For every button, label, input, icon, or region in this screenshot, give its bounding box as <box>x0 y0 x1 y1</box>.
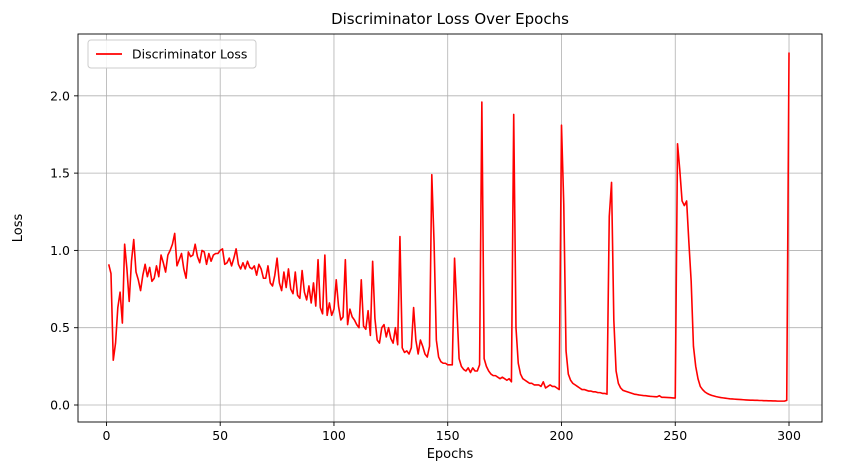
plot-frame <box>77 33 823 423</box>
x-tick-label: 200 <box>550 428 574 443</box>
legend-label: Discriminator Loss <box>132 47 247 62</box>
y-tick-label: 2.0 <box>50 88 70 103</box>
x-tick-label: 300 <box>777 428 801 443</box>
series-line-0 <box>107 52 790 402</box>
x-axis-label: Epochs <box>427 447 474 462</box>
y-tick-label: 0.0 <box>50 397 70 412</box>
y-tick-label: 1.0 <box>50 243 70 258</box>
y-tick-label: 1.5 <box>50 166 70 181</box>
x-tick-label: 150 <box>436 428 460 443</box>
chart-title: Discriminator Loss Over Epochs <box>331 10 569 28</box>
grid-lines <box>78 34 822 422</box>
x-tick-label: 50 <box>212 428 228 443</box>
y-axis-label: Loss <box>11 214 26 243</box>
x-tick-label: 100 <box>322 428 346 443</box>
series-lines <box>107 52 790 402</box>
axes-frame <box>77 33 823 423</box>
x-tick-label: 0 <box>102 428 110 443</box>
x-tick-label: 250 <box>663 428 687 443</box>
axis-ticks: 0 50 100 150 200 250 300 0.0 0.5 1.0 1.5 2.0 <box>50 88 801 443</box>
legend: Discriminator Loss <box>87 39 257 69</box>
legend-box <box>87 39 257 69</box>
y-tick-label: 0.5 <box>50 320 70 335</box>
